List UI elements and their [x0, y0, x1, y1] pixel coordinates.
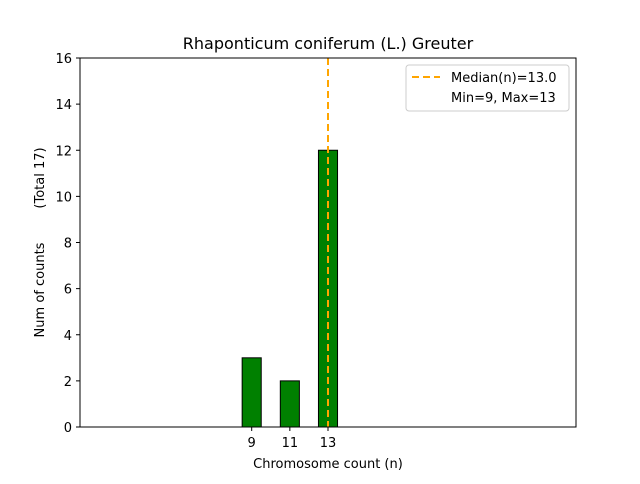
y-ticks: 0 2 4 6 8 10 12 14 16: [55, 52, 80, 436]
y-tick-label: 12: [55, 144, 72, 159]
legend-entry-median: Median(n)=13.0: [451, 71, 557, 86]
y-tick-label: 16: [55, 52, 72, 67]
bar-11: [279, 380, 300, 428]
x-tick-label: 13: [320, 436, 337, 451]
y-tick-label: 10: [55, 190, 72, 205]
x-axis-label: Chromosome count (n): [253, 457, 403, 472]
y-tick-label: 2: [64, 375, 72, 390]
x-ticks: 9 11 13: [248, 427, 337, 451]
y-axis-label: Num of counts: [33, 242, 48, 337]
y-tick-label: 6: [64, 283, 72, 298]
y-axis-total-label: (Total 17): [33, 147, 48, 208]
x-tick-label: 9: [248, 436, 256, 451]
x-tick-label: 11: [282, 436, 299, 451]
bars: [241, 149, 339, 428]
legend-box: [405, 64, 570, 112]
legend: Median(n)=13.0 Min=9, Max=13: [405, 64, 570, 112]
y-tick-label: 4: [64, 329, 72, 344]
y-tick-label: 14: [55, 98, 72, 113]
chart-title: Rhaponticum coniferum (L.) Greuter: [183, 34, 474, 53]
y-tick-label: 8: [64, 237, 72, 252]
legend-entry-minmax: Min=9, Max=13: [451, 91, 556, 106]
bar-9: [241, 357, 262, 428]
y-tick-label: 0: [64, 421, 72, 436]
